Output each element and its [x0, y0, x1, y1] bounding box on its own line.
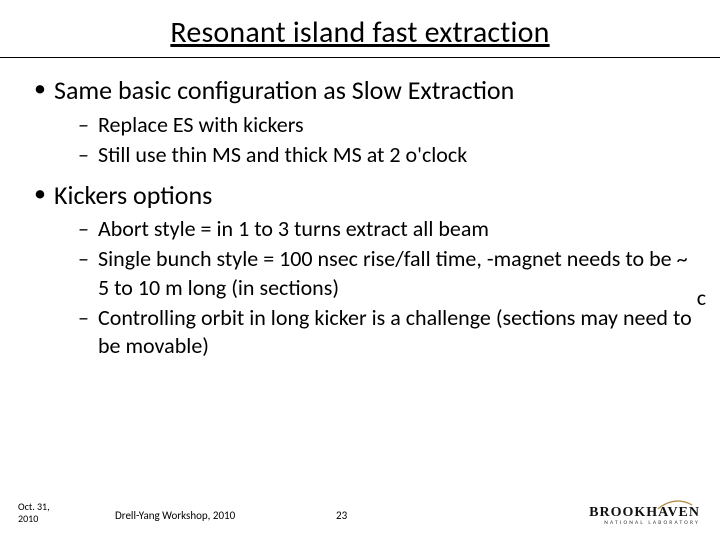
- logo-text: BROOKHAVEN: [589, 505, 700, 521]
- brookhaven-logo: BROOKHAVEN NATIONAL LABORATORY: [589, 505, 700, 526]
- footer-workshop: Drell-Yang Workshop, 2010: [115, 509, 235, 522]
- sub-item: Replace ES with kickers: [78, 111, 692, 139]
- footer-date: Oct. 31, 2010: [18, 501, 68, 524]
- sub-list: Replace ES with kickers Still use thin M…: [54, 111, 692, 169]
- footer-page-number: 23: [336, 509, 347, 522]
- footer-date-line2: 2010: [18, 512, 38, 525]
- sub-item: Still use thin MS and thick MS at 2 o'cl…: [78, 141, 692, 169]
- bullet-list: Same basic configuration as Slow Extract…: [28, 74, 692, 360]
- sub-list: Abort style = in 1 to 3 turns extract al…: [54, 215, 692, 360]
- slide-title: Resonant island fast extraction: [28, 14, 692, 51]
- bullet-text: Same basic configuration as Slow Extract…: [54, 74, 514, 106]
- stray-char: c: [697, 284, 706, 311]
- bullet-item: Kickers options Abort style = in 1 to 3 …: [28, 179, 692, 360]
- sub-item: Abort style = in 1 to 3 turns extract al…: [78, 215, 692, 243]
- sub-item: Single bunch style = 100 nsec rise/fall …: [78, 245, 692, 301]
- bullet-text: Kickers options: [54, 179, 212, 211]
- bullet-item: Same basic configuration as Slow Extract…: [28, 74, 692, 169]
- slide: Resonant island fast extraction Same bas…: [0, 0, 720, 540]
- logo-swoosh-icon: [656, 497, 694, 511]
- title-rule: [0, 57, 720, 58]
- sub-item: Controlling orbit in long kicker is a ch…: [78, 304, 692, 360]
